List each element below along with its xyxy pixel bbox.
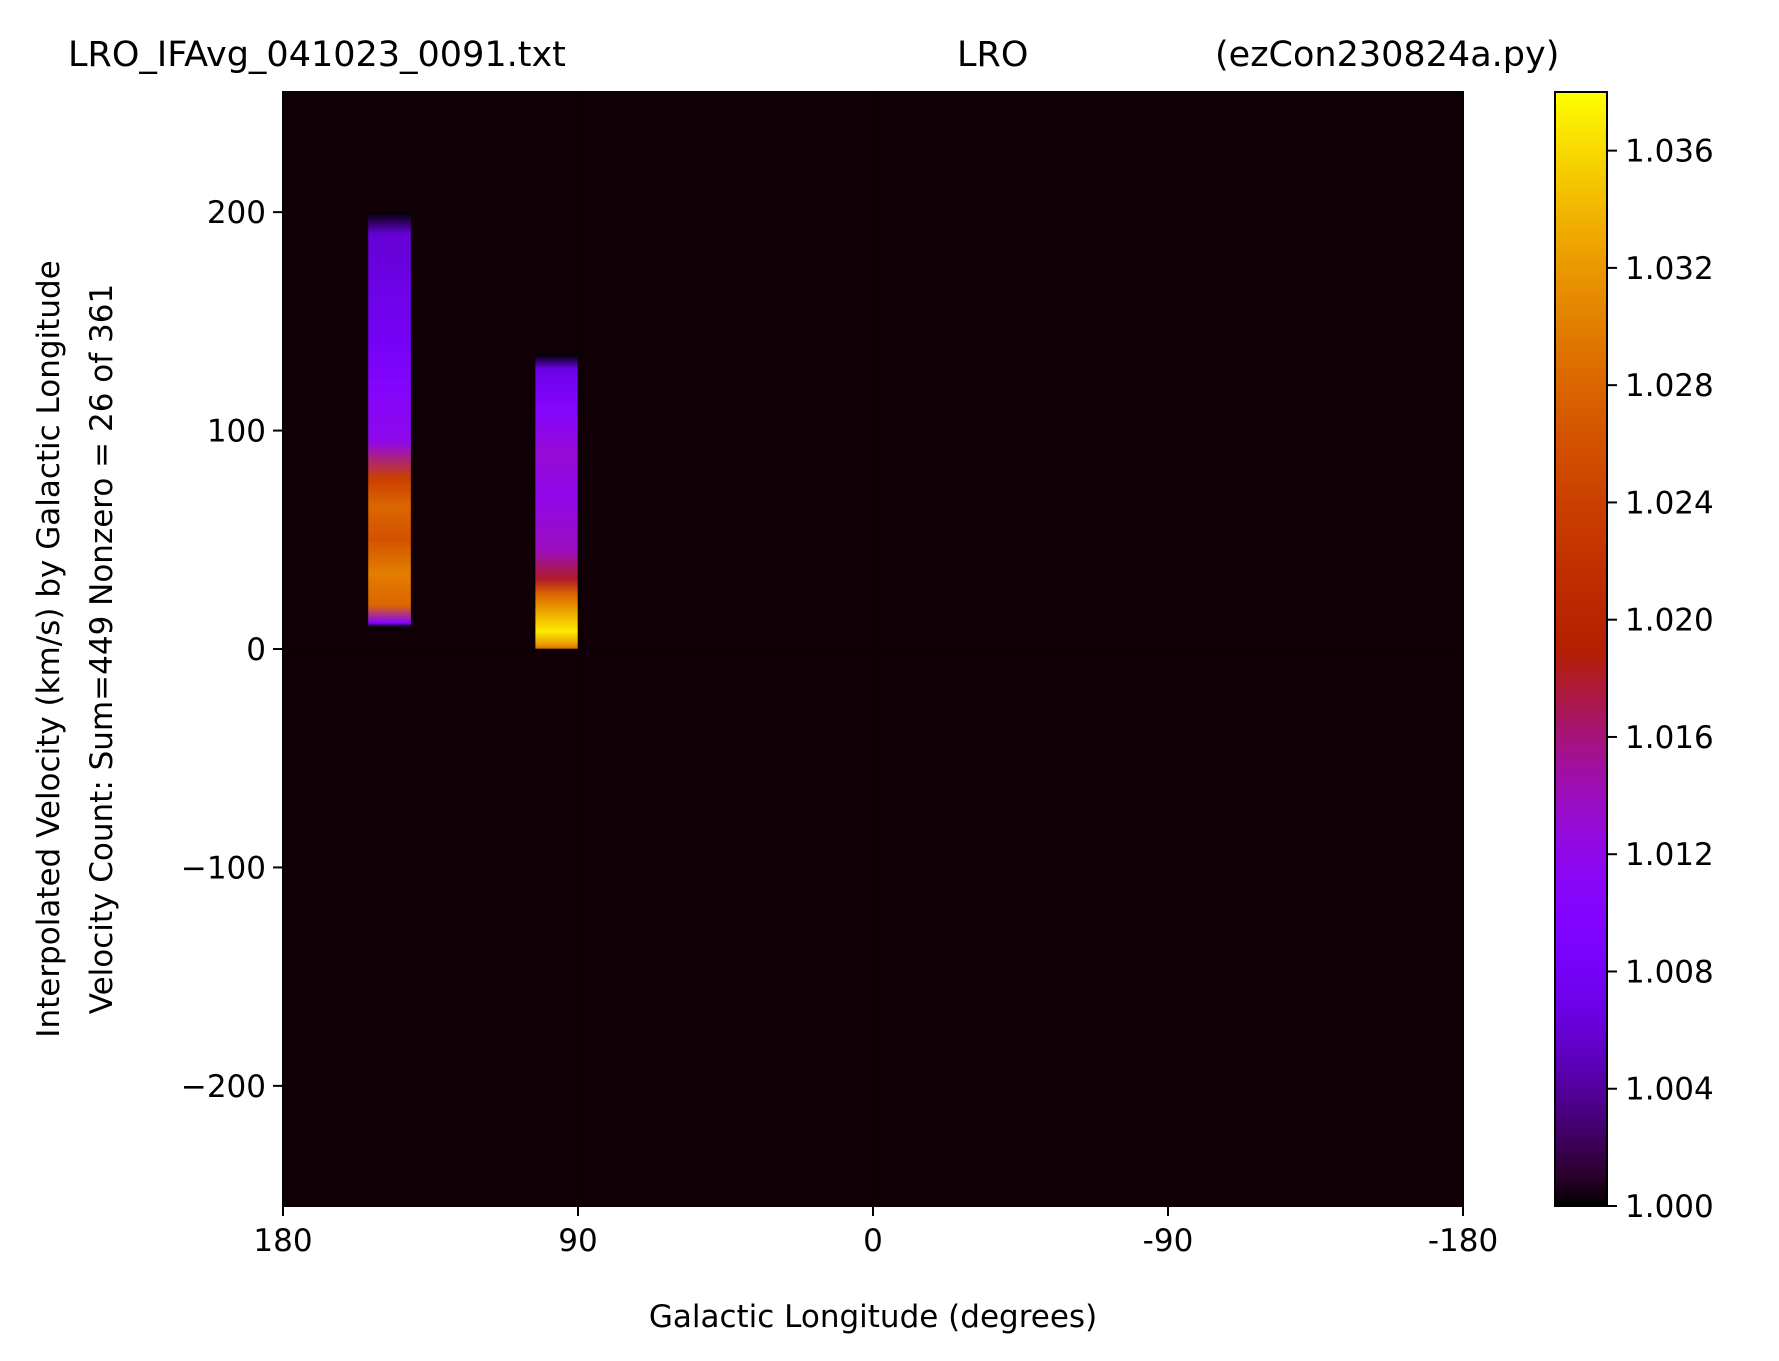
grid-lines <box>283 92 1463 1206</box>
chart-title-center: LRO <box>957 35 1028 75</box>
colorbar-ticks: 1.036 1.032 1.028 1.024 1.020 1.016 1.012 1.008… <box>1607 134 1714 1225</box>
y-tick-label: 100 <box>207 414 266 450</box>
x-axis-label: Galactic Longitude (degrees) <box>649 1299 1097 1335</box>
x-tick-label: 0 <box>863 1223 883 1259</box>
y-tick-label: −200 <box>181 1069 266 1105</box>
y-axis: 200 100 0 −100 −200 <box>181 195 283 1105</box>
chart-title-left: LRO_IFAvg_041023_0091.txt <box>68 35 566 75</box>
colorbar-tick-label: 1.036 <box>1625 134 1714 170</box>
colorbar-gradient <box>1555 92 1607 1206</box>
colorbar-tick-label: 1.008 <box>1625 954 1714 990</box>
colorbar-tick-label: 1.024 <box>1625 485 1714 521</box>
colorbar-tick-label: 1.028 <box>1625 368 1714 404</box>
colorbar-tick-label: 1.012 <box>1625 837 1714 873</box>
heatmap-columns <box>368 212 578 649</box>
y-tick-label: 0 <box>246 632 266 668</box>
colorbar-tick-label: 1.000 <box>1625 1189 1714 1225</box>
colorbar-tick-label: 1.004 <box>1625 1072 1714 1108</box>
x-tick-label: 90 <box>558 1223 597 1259</box>
colorbar: 1.036 1.032 1.028 1.024 1.020 1.016 1.012 1.008… <box>1554 91 1714 1225</box>
colorbar-tick-label: 1.016 <box>1625 720 1714 756</box>
x-tick-label: -90 <box>1143 1223 1194 1259</box>
heatmap-column <box>535 354 578 649</box>
y-axis-label-line1: Interpolated Velocity (km/s) by Galactic… <box>31 260 67 1037</box>
chart-title-right: (ezCon230824a.py) <box>1215 35 1559 75</box>
y-axis-label-line2: Velocity Count: Sum=449 Nonzero = 26 of … <box>84 284 120 1014</box>
colorbar-tick-label: 1.020 <box>1625 603 1714 639</box>
x-tick-label: -180 <box>1428 1223 1498 1259</box>
colorbar-frame <box>1554 91 1608 1207</box>
plot-area <box>282 91 1464 1207</box>
x-tick-label: 180 <box>253 1223 312 1259</box>
y-tick-label: 200 <box>207 195 266 231</box>
colorbar-tick-label: 1.032 <box>1625 251 1714 287</box>
x-axis: 180 90 0 -90 -180 <box>253 1206 1498 1259</box>
heatmap-column <box>368 212 411 628</box>
y-tick-label: −100 <box>181 850 266 886</box>
